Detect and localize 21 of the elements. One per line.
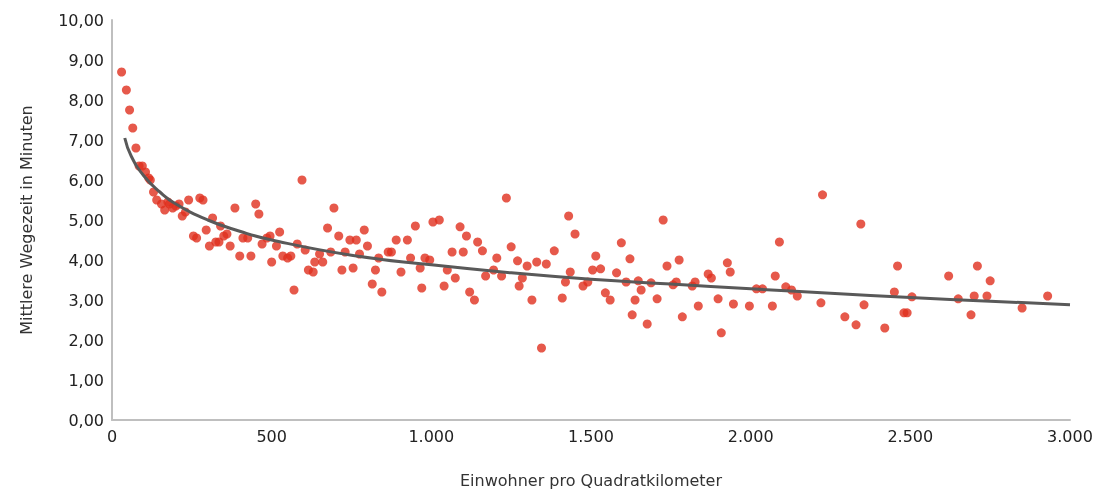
- y-tick-label: 1,00: [68, 370, 104, 390]
- y-tick-label: 7,00: [68, 130, 104, 150]
- y-tick-label: 0,00: [68, 410, 104, 430]
- x-tick-label: 3.000: [1047, 426, 1093, 446]
- y-tick-label: 8,00: [68, 90, 104, 110]
- y-tick-label: 9,00: [68, 50, 104, 70]
- y-tick-label: 5,00: [68, 210, 104, 230]
- line-series: [123, 136, 1072, 307]
- y-tick-label: 4,00: [68, 250, 104, 270]
- x-tick-label: 1.000: [408, 426, 455, 446]
- y-tick-label: 3,00: [68, 290, 104, 310]
- x-axis-title: Einwohner pro Quadratkilometer: [459, 470, 723, 490]
- y-tick-label: 6,00: [68, 170, 104, 190]
- y-tick-label: 2,00: [68, 330, 104, 350]
- x-tick-label: 500: [256, 426, 287, 446]
- x-tick-label: 1.500: [568, 426, 614, 446]
- y-axis-title: Mittlere Wegezeit in Minuten: [16, 105, 36, 335]
- x-tick-label: 2.500: [887, 426, 934, 446]
- y-tick-label: 10,00: [58, 10, 104, 30]
- x-tick-label: 0: [106, 426, 118, 446]
- x-tick-label: 2.000: [727, 426, 774, 446]
